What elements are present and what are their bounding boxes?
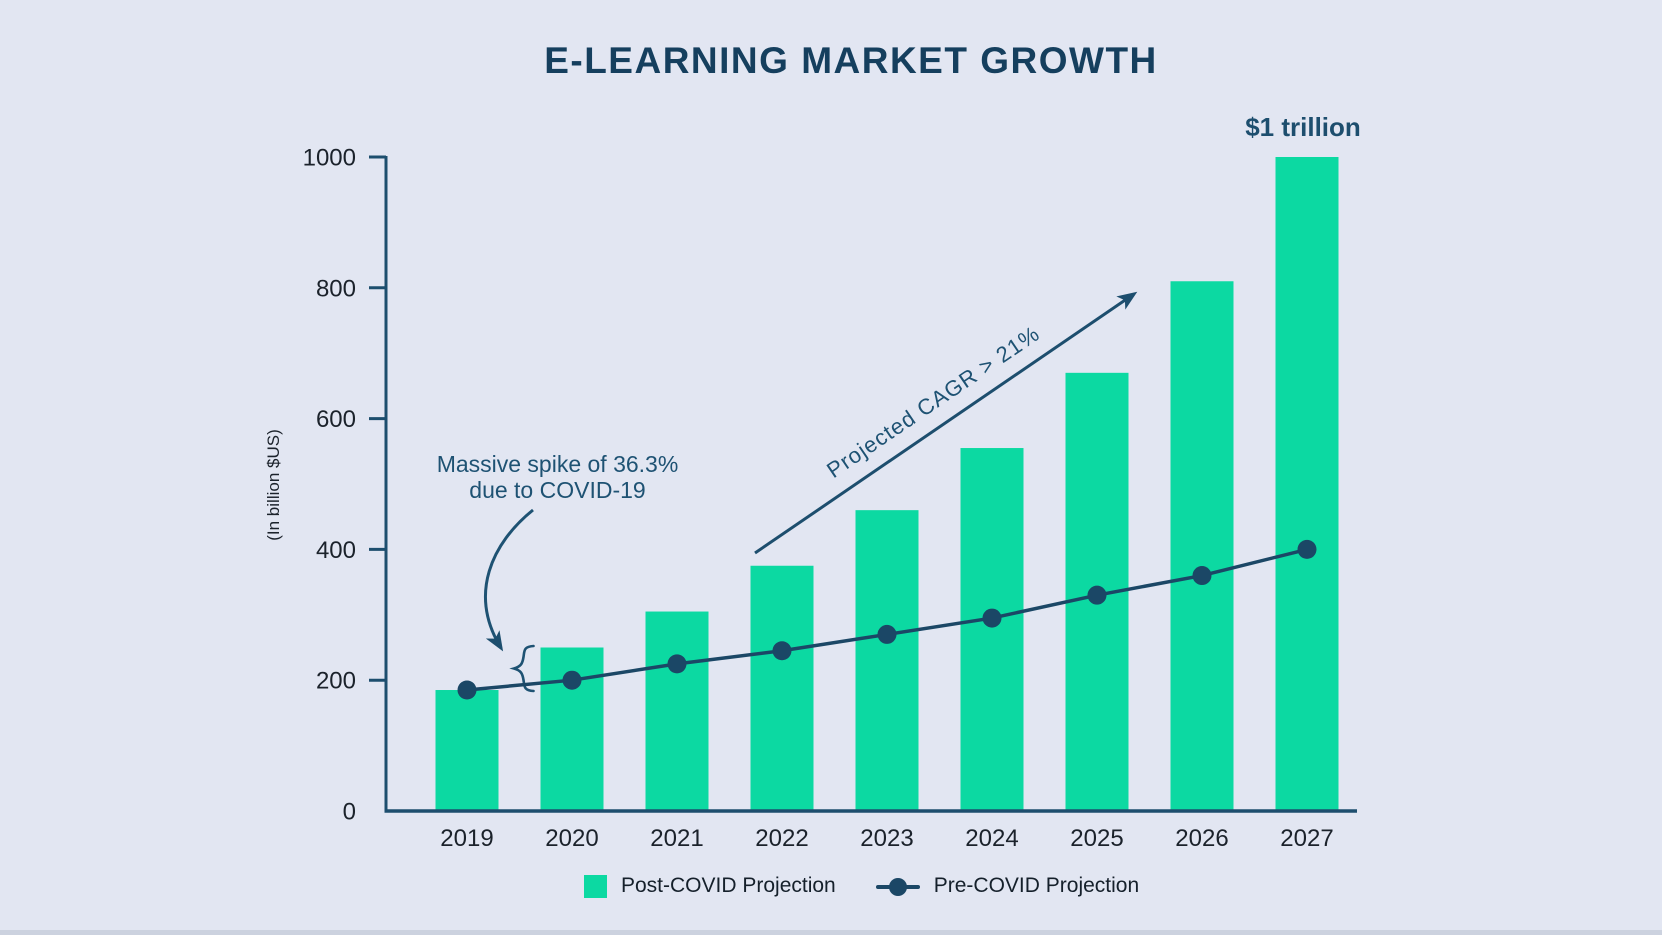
pre-covid-dot-2021	[667, 654, 687, 674]
spike-annotation: Massive spike of 36.3% due to COVID-19	[420, 451, 695, 503]
x-tick-label-2020: 2020	[545, 825, 598, 852]
legend-item-post-covid: Post-COVID Projection	[584, 874, 836, 898]
pre-covid-dot-2027	[1297, 539, 1317, 559]
x-tick-label-2024: 2024	[965, 825, 1018, 852]
pre-covid-dot-2024	[982, 608, 1002, 628]
bar-2026	[1170, 281, 1234, 811]
y-tick-label-400: 400	[316, 537, 356, 564]
pre-covid-dot-2020	[562, 670, 582, 690]
bar-2019	[435, 690, 499, 811]
y-tick-label-200: 200	[316, 668, 356, 695]
pre-covid-dot-2026	[1192, 566, 1212, 586]
bottom-edge-shadow	[0, 930, 1662, 935]
legend-item-pre-covid: Pre-COVID Projection	[875, 874, 1140, 898]
x-tick-label-2026: 2026	[1175, 825, 1228, 852]
curved-spike-arrow	[484, 508, 534, 652]
pre-covid-line-series	[457, 539, 1317, 700]
chart-title: E-LEARNING MARKET GROWTH	[544, 40, 1158, 81]
bar-2024	[960, 448, 1024, 811]
y-tick-label-800: 800	[316, 275, 356, 302]
trillion-annotation: $1 trillion	[1245, 112, 1361, 142]
x-tick-label-2023: 2023	[860, 825, 913, 852]
x-tick-label-2019: 2019	[440, 825, 493, 852]
legend: Post-COVID Projection Pre-COVID Projecti…	[584, 874, 1139, 898]
y-tick-label-600: 600	[316, 406, 356, 433]
bar-2023	[855, 510, 919, 811]
x-tick-label-2022: 2022	[755, 825, 808, 852]
legend-label-pre-covid: Pre-COVID Projection	[933, 874, 1140, 897]
x-tick-label-2025: 2025	[1070, 825, 1123, 852]
y-axis-title: (In billion $US)	[264, 429, 283, 541]
x-tick-label-2027: 2027	[1280, 825, 1333, 852]
x-tick-label-2021: 2021	[650, 825, 703, 852]
cagr-arrow	[754, 291, 1138, 555]
pre-covid-dot-2025	[1087, 585, 1107, 605]
y-tick-label-0: 0	[343, 799, 356, 826]
pre-covid-dot-2022	[772, 641, 792, 661]
pre-covid-dot-2019	[457, 680, 477, 700]
y-tick-label-1000: 1000	[303, 145, 356, 172]
bar-2021	[645, 611, 709, 811]
post-covid-swatch-icon	[584, 874, 607, 898]
bar-2027	[1275, 157, 1339, 811]
post-covid-bars	[435, 157, 1339, 811]
axes: (In billion $US) 0 200 400 600 800 1000 2019 20…	[264, 145, 1357, 852]
bar-2022	[750, 565, 814, 811]
legend-label-post-covid: Post-COVID Projection	[621, 874, 836, 897]
spike-annotation-line1: Massive spike of 36.3%	[436, 451, 679, 477]
pre-covid-dot-2023	[877, 624, 897, 644]
spike-annotation-line2: due to COVID-19	[469, 477, 646, 503]
pre-covid-line-icon	[875, 875, 920, 898]
